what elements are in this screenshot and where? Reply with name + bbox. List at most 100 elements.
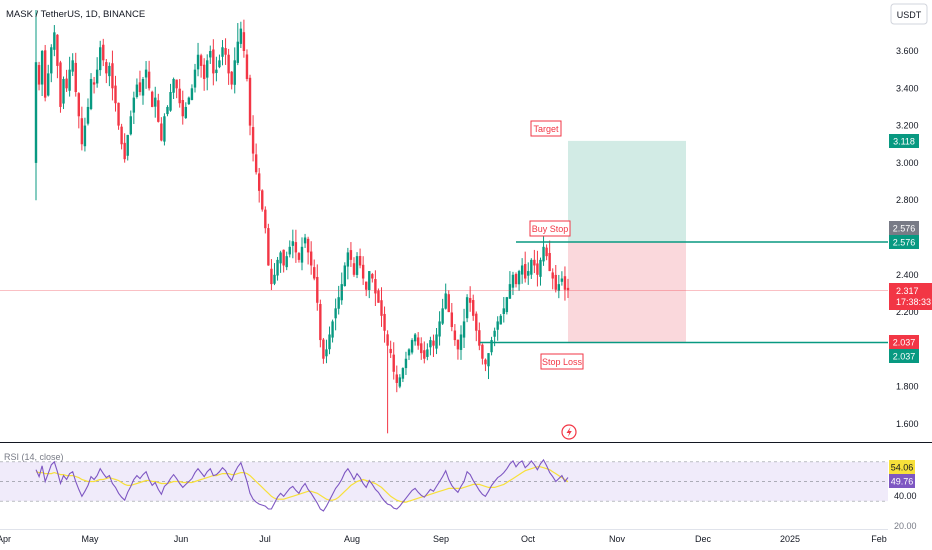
time-axis-label: Sep	[433, 534, 449, 544]
candle	[340, 272, 343, 305]
target-label-text: Target	[533, 124, 559, 134]
candle	[257, 167, 261, 203]
price-tick-label: 2.200	[896, 307, 919, 317]
candle	[410, 338, 414, 355]
target-zone	[568, 140, 686, 242]
candle	[74, 52, 77, 97]
candle	[517, 269, 521, 291]
candle	[123, 133, 126, 163]
candle	[89, 73, 93, 111]
candle	[172, 77, 175, 99]
candle	[68, 56, 71, 97]
candle	[178, 79, 181, 108]
candle	[407, 348, 411, 361]
candle	[62, 76, 65, 110]
candle	[102, 38, 105, 67]
candle	[566, 278, 570, 299]
candle	[322, 337, 325, 364]
current-price-text: 2.317	[896, 286, 919, 296]
price-axis-panel	[888, 0, 932, 550]
candle	[248, 74, 252, 136]
candle	[456, 339, 460, 360]
stop-loss-label[interactable]: Stop Loss	[540, 353, 584, 370]
time-axis-label: 2025	[780, 534, 800, 544]
candle	[160, 117, 163, 142]
candle	[420, 337, 423, 360]
candle	[236, 23, 239, 66]
candle	[514, 272, 518, 288]
candle	[472, 294, 475, 321]
candle	[386, 330, 389, 434]
candle	[43, 44, 47, 102]
candle	[114, 75, 117, 112]
lightning-icon[interactable]	[561, 424, 577, 440]
candle	[285, 251, 288, 271]
candle	[297, 251, 301, 263]
time-axis-label: Oct	[521, 534, 536, 544]
candle	[245, 49, 249, 82]
candle	[490, 336, 493, 356]
candle	[551, 268, 554, 290]
candle	[291, 229, 295, 259]
candle	[499, 314, 502, 325]
candle	[319, 299, 322, 348]
candle	[520, 258, 524, 284]
candle	[166, 105, 169, 117]
candle	[554, 264, 557, 293]
candle	[129, 110, 132, 136]
rsi-value-text: 54.06	[891, 463, 914, 473]
candle	[545, 244, 548, 261]
candle	[190, 84, 194, 101]
candle	[459, 325, 463, 360]
candle	[303, 233, 307, 248]
candle	[282, 249, 285, 273]
countdown-text: 17:38:33	[896, 297, 931, 307]
candle	[334, 298, 337, 331]
candle	[126, 134, 129, 161]
candle	[242, 19, 246, 58]
candle	[294, 229, 298, 263]
candle	[309, 241, 313, 275]
candle	[218, 54, 221, 69]
candle	[288, 240, 291, 258]
candle	[511, 271, 515, 296]
candle	[34, 9, 38, 201]
candle	[50, 44, 53, 83]
candle	[377, 288, 380, 303]
time-axis-label: Jul	[259, 534, 271, 544]
buy-stop-label[interactable]: Buy Stop	[529, 220, 571, 237]
candle	[254, 143, 258, 175]
candle	[453, 324, 457, 346]
candle	[328, 326, 331, 355]
price-tick-label: 3.400	[896, 83, 919, 93]
time-axis-label: Aug	[344, 534, 360, 544]
time-axis-label: Jun	[174, 534, 189, 544]
price-panel[interactable]	[0, 0, 888, 442]
candle	[273, 263, 276, 286]
candle	[447, 290, 450, 313]
target-label[interactable]: Target	[530, 120, 562, 137]
candle	[563, 266, 567, 301]
candle	[539, 257, 542, 286]
candle	[352, 257, 356, 277]
candle	[86, 98, 90, 126]
rsi-tick-40: 40.00	[894, 491, 917, 501]
candle	[132, 91, 136, 125]
candle	[147, 60, 151, 91]
rsi-label: RSI (14, close)	[4, 452, 64, 462]
candle	[144, 61, 148, 89]
time-axis-label: Apr	[0, 534, 11, 544]
candle	[47, 64, 50, 97]
candle	[40, 49, 44, 96]
time-axis-label: Dec	[695, 534, 712, 544]
time-axis-label: Feb	[871, 534, 887, 544]
candle	[270, 259, 273, 291]
candle	[343, 262, 347, 287]
currency-button[interactable]: USDT	[890, 3, 928, 25]
symbol-title: MASK / TetherUS, 1D, BINANCE	[6, 9, 145, 20]
candle	[432, 334, 435, 357]
candle	[196, 42, 200, 77]
candle	[398, 374, 402, 389]
candle	[71, 53, 74, 76]
